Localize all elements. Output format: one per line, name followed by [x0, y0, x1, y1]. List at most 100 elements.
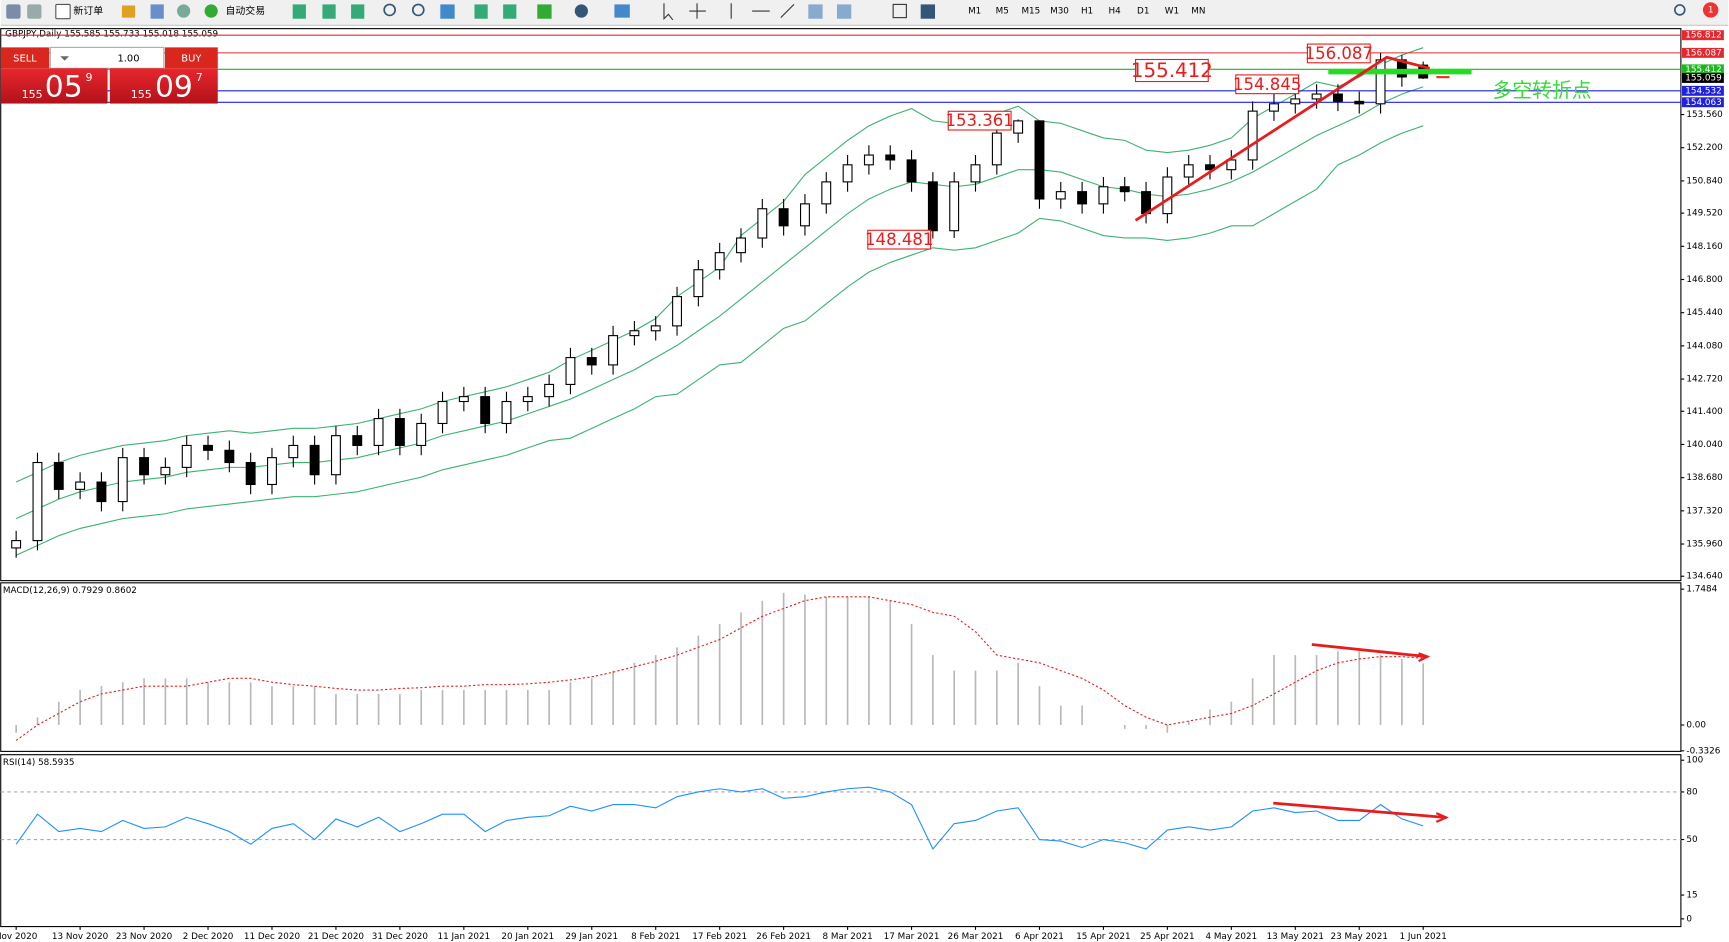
y-tick-label: 15: [1686, 891, 1697, 901]
sell-button[interactable]: [0, 47, 50, 69]
icon[interactable]: [689, 3, 706, 19]
icon[interactable]: [411, 3, 425, 17]
icon[interactable]: [121, 5, 136, 18]
arrow-head: [1435, 812, 1449, 823]
candle-body: [736, 237, 746, 254]
candle-body: [778, 208, 789, 227]
annotation-box: [1235, 74, 1300, 95]
auto-trading-label[interactable]: 自动交易: [225, 4, 265, 17]
timeframe-button[interactable]: M30: [1050, 7, 1069, 17]
panel-frame: [0, 754, 1682, 928]
candle-body: [181, 444, 192, 468]
annotation-box: [867, 229, 932, 250]
icon[interactable]: [537, 4, 552, 19]
icon[interactable]: [292, 4, 306, 19]
ask-big: 155: [131, 88, 152, 101]
candle-body: [1332, 93, 1343, 102]
y-tick-label: 148.160: [1686, 242, 1723, 252]
candle-body: [480, 396, 491, 425]
icon[interactable]: [322, 4, 336, 19]
icon[interactable]: [177, 4, 191, 18]
timeframe-button[interactable]: MN: [1191, 7, 1205, 17]
annotation: 多空转折点: [1493, 79, 1592, 102]
timeframe-button[interactable]: H1: [1081, 7, 1093, 17]
y-tick-label: 138.680: [1686, 473, 1723, 483]
panel-frame: [0, 28, 1682, 582]
lot-input[interactable]: [49, 46, 165, 69]
x-tick-label: 21 Dec 2020: [308, 932, 365, 942]
candle-body: [1354, 100, 1365, 105]
candle-body: [906, 159, 917, 183]
candle-body: [394, 418, 405, 446]
x-tick-label: 31 Dec 2020: [372, 932, 429, 942]
timeframe-button[interactable]: H4: [1108, 7, 1121, 17]
x-tick-label: 26 Mar 2021: [948, 932, 1004, 942]
y-tick-label: 100: [1686, 756, 1703, 766]
icon[interactable]: [27, 4, 42, 19]
lot-value[interactable]: 1.00: [117, 53, 139, 64]
icon[interactable]: [55, 3, 71, 20]
buy-label[interactable]: BUY: [181, 53, 202, 64]
annotation: 148.481: [865, 230, 933, 249]
y-tick-label: 0.00: [1686, 720, 1706, 730]
candle-body: [416, 422, 427, 446]
candle-body: [1226, 159, 1237, 171]
price-level-tag: [1682, 64, 1724, 75]
candle-body: [1290, 98, 1301, 105]
buy-button[interactable]: [164, 47, 218, 69]
candle-body: [309, 444, 320, 476]
sell-label[interactable]: SELL: [13, 53, 37, 64]
icon[interactable]: [920, 4, 936, 19]
candle-body: [75, 481, 86, 490]
toolbar: [0, 0, 1729, 26]
icon[interactable]: [892, 3, 907, 19]
price-level-tag: [1682, 85, 1724, 96]
annotation-box: [947, 110, 1012, 131]
candle-body: [949, 181, 960, 232]
icon[interactable]: [663, 3, 674, 21]
bid-small: 9: [86, 71, 93, 84]
new-order-label[interactable]: 新订单: [73, 4, 103, 17]
icon[interactable]: [440, 4, 455, 19]
timeframe-button[interactable]: M5: [996, 7, 1009, 17]
x-tick-label: 17 Feb 2021: [692, 932, 747, 942]
x-tick-label: 8 Feb 2021: [631, 932, 680, 942]
icon[interactable]: [150, 4, 164, 19]
candle-body: [458, 396, 469, 403]
y-tick-label: 137.320: [1686, 506, 1723, 516]
icon[interactable]: [730, 3, 795, 19]
timeframe-button[interactable]: W1: [1165, 7, 1179, 17]
icon[interactable]: [383, 3, 396, 17]
candle-body: [203, 444, 213, 451]
candle-body: [522, 396, 533, 403]
icon[interactable]: [6, 4, 21, 19]
timeframe-button[interactable]: M1: [968, 7, 981, 17]
annotation-box: [1306, 43, 1371, 64]
icon[interactable]: [503, 4, 517, 19]
candle-body: [629, 330, 640, 337]
lot-spinner[interactable]: [60, 56, 70, 61]
candle-body: [224, 449, 235, 464]
timeframe-button[interactable]: M15: [1021, 7, 1040, 17]
price-level-tag: [1682, 97, 1724, 108]
x-tick-label: 13 May 2021: [1267, 932, 1324, 942]
bid-box[interactable]: [0, 68, 108, 104]
search-icon[interactable]: [1674, 4, 1686, 16]
notification-badge[interactable]: [1702, 2, 1719, 18]
icon[interactable]: [808, 4, 823, 19]
annotations-drawn: [1134, 55, 1472, 823]
icon[interactable]: [351, 4, 365, 19]
icon[interactable]: [204, 4, 218, 18]
icon[interactable]: [614, 4, 630, 18]
timeframe-button[interactable]: D1: [1137, 7, 1149, 17]
candle-body: [586, 357, 597, 366]
annotation: 153.361: [945, 111, 1013, 130]
icon[interactable]: [836, 4, 852, 19]
candle-body: [863, 154, 874, 166]
ask-box[interactable]: [109, 68, 218, 104]
annotation: 156.087: [1305, 44, 1373, 63]
candle-body: [608, 335, 619, 366]
candle-body: [1375, 59, 1386, 105]
icon[interactable]: [474, 4, 488, 19]
icon[interactable]: [574, 4, 588, 18]
